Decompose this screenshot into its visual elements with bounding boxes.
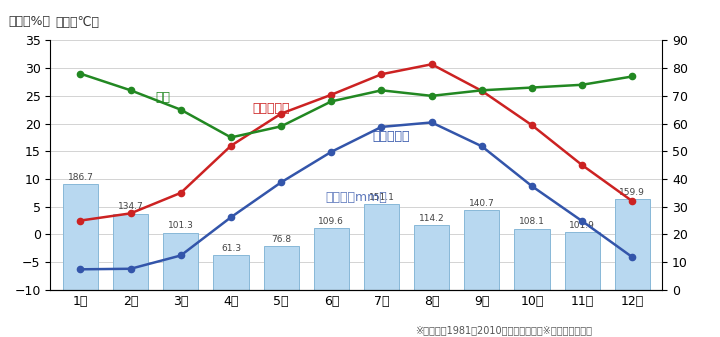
Bar [364, 204, 399, 290]
Bar [615, 200, 650, 290]
Text: 101.9: 101.9 [570, 221, 595, 230]
Bar [163, 233, 199, 290]
Text: 140.7: 140.7 [469, 199, 495, 208]
Text: 108.1: 108.1 [519, 217, 545, 226]
Text: 134.7: 134.7 [118, 203, 143, 211]
Text: 114.2: 114.2 [419, 214, 444, 223]
Text: 日最低気温: 日最低気温 [373, 130, 410, 143]
Text: 降水量（mm）: 降水量（mm） [325, 191, 387, 204]
Text: ※気象庁：1981～2010年平年値（飯山※湿度のみ長野）: ※気象庁：1981～2010年平年値（飯山※湿度のみ長野） [415, 326, 593, 336]
Text: 日最高気温: 日最高気温 [253, 102, 290, 116]
Bar [264, 246, 299, 290]
Text: 101.3: 101.3 [168, 221, 194, 230]
Text: 186.7: 186.7 [68, 173, 94, 182]
Text: 61.3: 61.3 [221, 244, 241, 253]
Bar [63, 184, 98, 290]
Bar [564, 232, 600, 290]
Bar [314, 228, 349, 290]
Bar [113, 214, 148, 290]
Text: 109.6: 109.6 [318, 217, 344, 226]
Text: 湿度（%）: 湿度（%） [9, 15, 50, 28]
Text: 気温（℃）: 気温（℃） [55, 17, 99, 29]
Bar [414, 225, 449, 290]
Text: 159.9: 159.9 [619, 188, 645, 197]
Text: 湿度: 湿度 [156, 91, 171, 104]
Text: 76.8: 76.8 [271, 235, 291, 244]
Text: 151.1: 151.1 [369, 193, 395, 202]
Bar [464, 210, 500, 290]
Bar [213, 255, 248, 290]
Bar [514, 229, 549, 290]
